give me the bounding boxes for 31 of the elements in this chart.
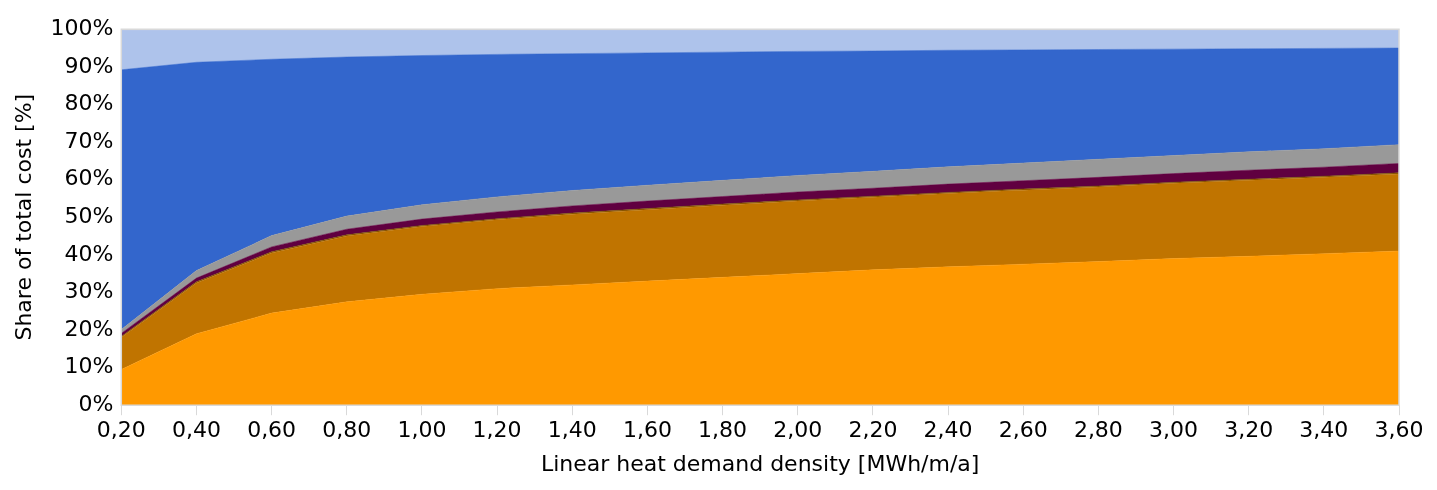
x-tick-label: 3,00 <box>1149 417 1199 443</box>
x-tick-label: 0,60 <box>247 417 297 443</box>
y-axis-title: Share of total cost [%] <box>10 93 36 341</box>
x-tick-label: 0,20 <box>96 417 146 443</box>
x-tick-label: 2,20 <box>848 417 898 443</box>
x-tick-label: 2,40 <box>923 417 973 443</box>
y-tick-label: 20% <box>64 315 114 341</box>
x-tick-label: 0,80 <box>322 417 372 443</box>
x-tick-label: 2,60 <box>998 417 1048 443</box>
x-tick-label: 3,60 <box>1374 417 1424 443</box>
y-tick-label: 60% <box>64 165 114 191</box>
x-tick-label: 1,40 <box>547 417 597 443</box>
x-tick-label: 1,20 <box>472 417 522 443</box>
x-tick-label: 0,40 <box>171 417 221 443</box>
x-tick-label: 3,20 <box>1224 417 1274 443</box>
x-tick-label: 2,00 <box>773 417 823 443</box>
x-tick-label: 1,80 <box>698 417 748 443</box>
y-tick-label: 40% <box>64 240 114 266</box>
x-tick-label: 3,40 <box>1299 417 1349 443</box>
x-tick-label: 1,00 <box>397 417 447 443</box>
x-tick-label: 1,60 <box>622 417 672 443</box>
y-tick-label: 30% <box>64 278 114 304</box>
y-tick-label: 90% <box>64 52 114 78</box>
y-tick-label: 70% <box>64 127 114 153</box>
y-tick-label: 50% <box>64 202 114 228</box>
y-tick-label: 0% <box>78 390 114 416</box>
x-axis-title: Linear heat demand density [MWh/m/a] <box>540 450 980 476</box>
y-tick-label: 10% <box>64 353 114 379</box>
y-tick-label: 80% <box>64 90 114 116</box>
y-tick-label: 100% <box>50 14 114 40</box>
x-tick-label: 2,80 <box>1073 417 1123 443</box>
